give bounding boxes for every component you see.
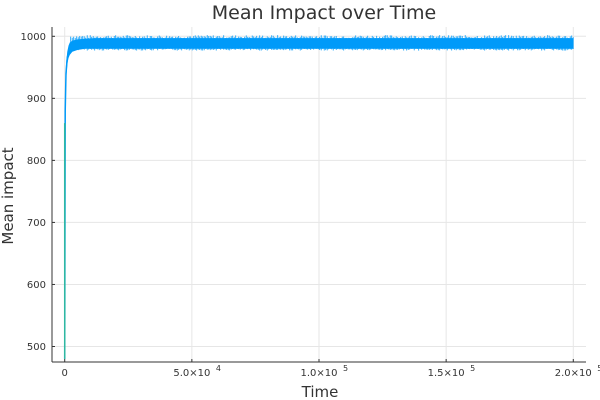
chart-title: Mean Impact over Time [212, 2, 436, 24]
y-tick-label: 500 [27, 342, 46, 353]
series-layer [63, 35, 574, 359]
y-tick-label: 900 [27, 94, 46, 105]
x-tick-label: 1.0×10 [300, 368, 337, 379]
axes [51, 27, 586, 363]
x-axis-label: Time [301, 383, 339, 400]
x-tick-exponent: 5 [597, 364, 600, 373]
x-tick-exponent: 5 [343, 364, 348, 373]
x-tick-label: 1.5×10 [428, 368, 465, 379]
y-tick-label: 800 [27, 156, 46, 167]
y-axis-label: Mean impact [0, 147, 17, 244]
x-tick-exponent: 4 [216, 364, 221, 373]
y-tick-label: 600 [27, 280, 46, 291]
y-tick-label: 1000 [21, 32, 46, 43]
y-tick-label: 700 [27, 218, 46, 229]
tick-labels: 500 600 700 800 900 1000 0 5.0×10 4 1.0×10 5 1.5×10… [21, 32, 600, 379]
x-tick-label: 2.0×10 [555, 368, 592, 379]
x-tick-label: 0 [62, 368, 68, 379]
x-tick-label: 5.0×10 [173, 368, 210, 379]
grid [52, 27, 586, 362]
x-tick-exponent: 5 [470, 364, 475, 373]
series-line [63, 42, 574, 359]
